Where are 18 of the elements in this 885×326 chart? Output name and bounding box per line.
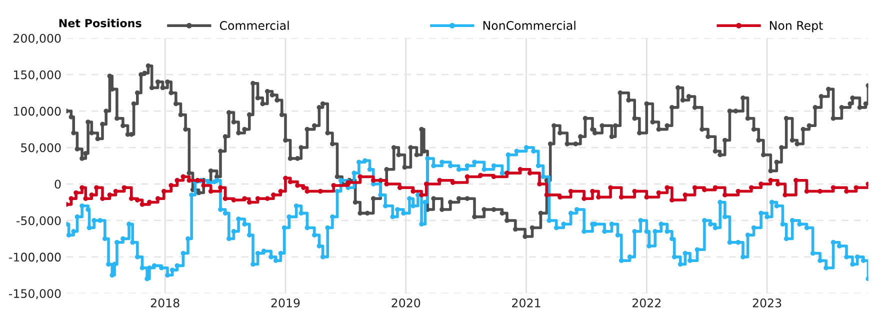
y-tick-label: 150,000 xyxy=(14,70,61,80)
y-tick-label: 200,000 xyxy=(14,34,61,44)
x-tick-label: 2018 xyxy=(150,298,180,308)
y-tick-label: -150,000 xyxy=(9,289,61,300)
x-tick-label: 2019 xyxy=(271,298,300,308)
x-tick-label: 2020 xyxy=(392,298,420,308)
y-tick-label: -100,000 xyxy=(9,252,61,263)
y-tick-label: -50,000 xyxy=(16,216,61,226)
y-tick-label: 100,000 xyxy=(14,106,61,117)
legend-label: Non Rept xyxy=(770,21,823,32)
y-tick-label: 0 xyxy=(54,180,61,189)
legend-title: Net Positions xyxy=(59,18,142,28)
y-tick-label: 50,000 xyxy=(21,143,61,154)
legend-label: Commercial xyxy=(220,20,289,30)
x-tick-label: 2021 xyxy=(512,298,540,308)
x-tick-label: 2023 xyxy=(752,298,782,308)
x-tick-label: 2022 xyxy=(632,298,661,308)
legend-label: NonCommercial xyxy=(483,20,576,30)
